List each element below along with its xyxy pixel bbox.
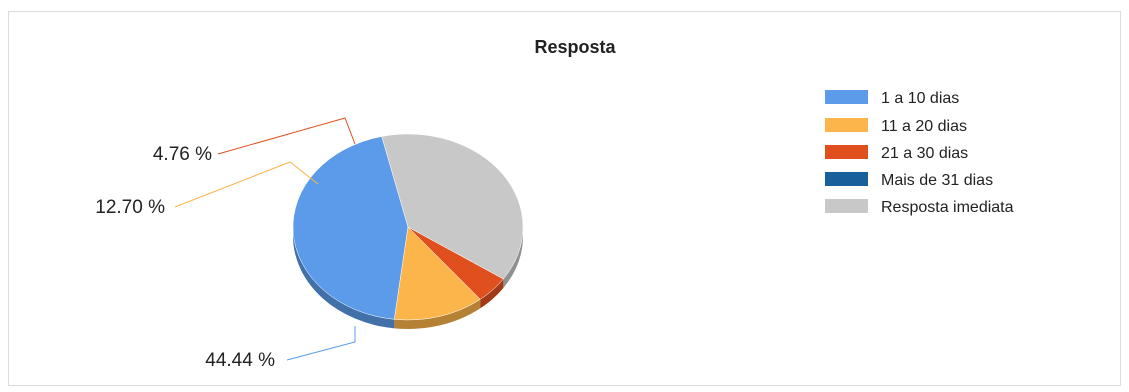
legend-label: 11 a 20 dias	[881, 118, 967, 135]
legend-item-11-a-20-dias: 11 a 20 dias	[825, 118, 967, 135]
pie-side-11-a-20-dias	[394, 299, 481, 329]
legend-item-1-a-10-dias: 1 a 10 dias	[825, 90, 959, 107]
legend-label: 21 a 30 dias	[881, 145, 968, 162]
leader-lines	[174, 117, 356, 361]
legend-swatch	[825, 90, 868, 104]
legend-swatch	[825, 145, 868, 159]
data-label-11-a-20-dias: 12.70 %	[95, 197, 165, 218]
legend-label: Resposta imediata	[881, 199, 1014, 216]
chart-frame	[8, 11, 1121, 386]
legend-label: Mais de 31 dias	[881, 172, 993, 189]
legend-item-21-a-30-dias: 21 a 30 dias	[825, 145, 968, 162]
legend-swatch	[825, 199, 868, 213]
chart-title: Resposta	[534, 37, 616, 57]
data-label-21-a-30-dias: 4.76 %	[153, 144, 212, 165]
legend-item-mais-de-31-dias: Mais de 31 dias	[825, 172, 993, 189]
legend-swatch	[825, 172, 868, 186]
leader-line-12-70	[174, 161, 319, 208]
pie-slice-11-a-20-dias[interactable]	[394, 226, 481, 321]
pie-slice-1-a-10-dias[interactable]	[292, 136, 409, 320]
pie-top	[292, 133, 524, 321]
legend-label: 1 a 10 dias	[881, 90, 959, 107]
legend: 1 a 10 dias 11 a 20 dias 21 a 30 dias Ma…	[825, 90, 1014, 216]
pie-side-21-a-30-dias	[480, 278, 504, 309]
data-label-1-a-10-dias: 44.44 %	[205, 350, 275, 371]
legend-swatch	[825, 118, 868, 132]
pie-slice-resposta-imediata[interactable]	[381, 133, 524, 280]
leader-line-4-76	[217, 117, 356, 155]
legend-item-resposta-imediata: Resposta imediata	[825, 199, 1014, 216]
leader-line-44-44	[286, 326, 356, 361]
